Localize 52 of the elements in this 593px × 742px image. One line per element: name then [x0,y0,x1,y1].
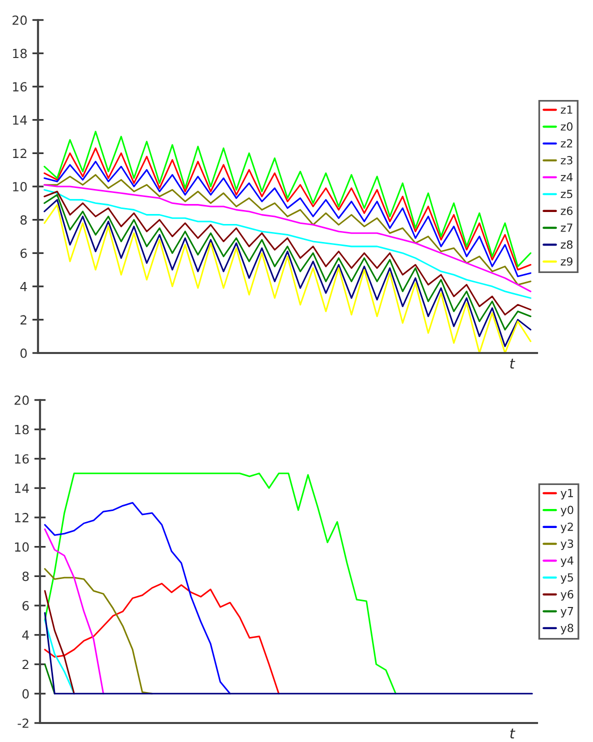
y-tick-label: 10 [15,542,29,552]
line-series [44,590,75,694]
y-tick-label: 0 [22,689,29,699]
legend-label: z1 [560,106,572,114]
y-tick-label: 2 [22,660,28,670]
legend-label: z9 [560,257,572,266]
legend-label: y3 [560,539,574,550]
y-tick-label: 0 [20,348,27,358]
y-tick-label: 16 [13,82,27,92]
legend-label: z7 [560,224,572,232]
legend-label: z4 [560,173,573,182]
legend-label: z6 [560,206,573,216]
y-tick-label: 18 [13,48,27,58]
y-tick-label: 8 [20,215,27,225]
legend-label: y7 [560,607,574,618]
line-series [44,619,75,694]
legend-label: z2 [560,139,572,148]
line-series [44,528,104,694]
y-tick-label: 2 [20,315,26,324]
legend-label: y5 [560,573,574,584]
y-tick-label: 4 [22,630,29,640]
y-tick-label: 6 [20,248,27,258]
line-series [44,160,532,278]
y-tick-label: 10 [13,182,27,192]
line-series [44,568,153,694]
y-tick-label: 14 [15,484,29,493]
legend-label: y4 [560,556,574,567]
legend-label: z0 [560,122,572,131]
y-tick-label: 14 [13,116,27,125]
y-tick-label: 12 [13,148,26,158]
y-tick-label: 4 [20,282,27,292]
y-tick-label: 16 [15,454,29,464]
legend-label: y6 [560,590,574,601]
y-tick-label: -2 [18,718,28,728]
legend-label: y0 [560,506,574,516]
legend-label: y8 [560,624,574,634]
x-axis-title: t [510,358,516,369]
y-tick-label: 12 [15,512,28,522]
legend-label: z8 [560,240,572,249]
legend-label: y1 [560,489,573,500]
legend-label: z3 [560,156,572,164]
y-tick-label: 20 [12,15,27,25]
y-tick-label: 8 [22,572,29,582]
line-series [44,472,396,694]
y-tick-label: 20 [14,395,29,405]
x-axis-title: t [510,728,516,738]
line-series [44,582,280,694]
line-series [44,502,231,694]
legend-label: y2 [560,522,573,534]
y-tick-label: 18 [15,424,29,434]
legend-label: z5 [560,190,572,198]
y-tick-label: 6 [22,601,29,610]
